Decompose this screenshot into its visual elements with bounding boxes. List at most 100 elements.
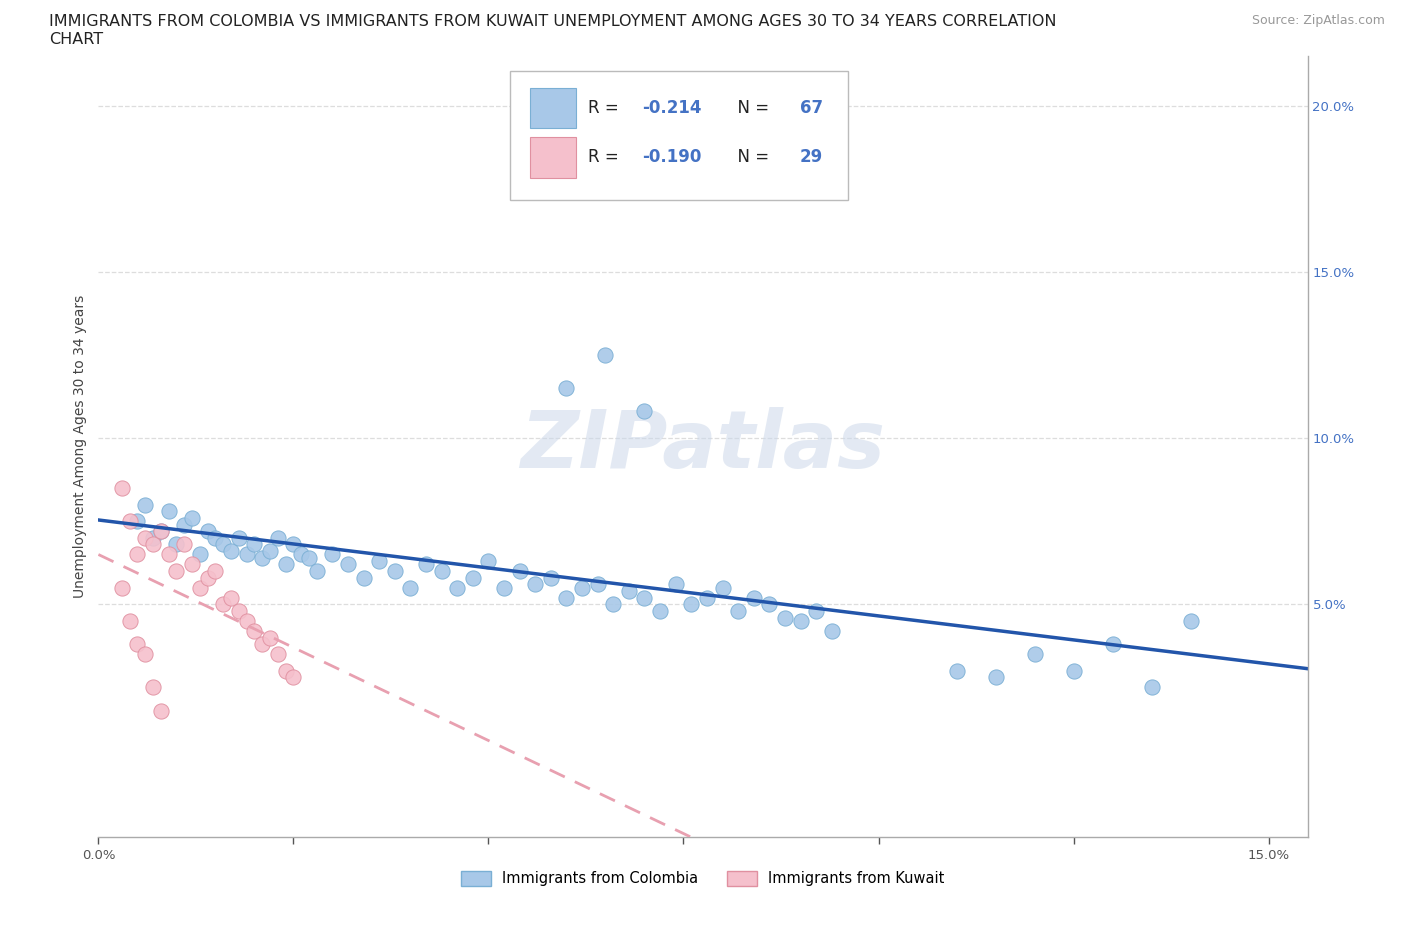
Point — [1024, 646, 1046, 661]
Point — [197, 524, 219, 538]
Point — [142, 680, 165, 695]
Point — [235, 614, 257, 629]
Point — [446, 580, 468, 595]
Point — [235, 547, 257, 562]
Point — [197, 570, 219, 585]
Point — [212, 537, 235, 551]
Point — [173, 517, 195, 532]
Point — [368, 553, 391, 568]
Point — [711, 580, 734, 595]
Text: R =: R = — [588, 100, 624, 117]
Point — [127, 513, 149, 528]
Point — [945, 663, 967, 678]
Point — [789, 614, 811, 629]
Point — [259, 631, 281, 645]
Point — [283, 670, 305, 684]
Point — [252, 551, 274, 565]
Point — [274, 557, 297, 572]
Point — [1101, 637, 1123, 652]
Point — [181, 511, 204, 525]
Point — [149, 524, 172, 538]
Text: R =: R = — [588, 149, 624, 166]
Y-axis label: Unemployment Among Ages 30 to 34 years: Unemployment Among Ages 30 to 34 years — [73, 295, 87, 598]
Point — [665, 577, 688, 591]
Point — [305, 564, 328, 578]
FancyBboxPatch shape — [509, 72, 848, 200]
Point — [617, 583, 640, 598]
Point — [509, 564, 531, 578]
Point — [219, 591, 242, 605]
Point — [212, 597, 235, 612]
Point — [127, 637, 149, 652]
FancyBboxPatch shape — [530, 137, 576, 178]
Point — [540, 570, 562, 585]
Point — [259, 544, 281, 559]
Point — [555, 591, 578, 605]
Point — [274, 663, 297, 678]
Point — [173, 537, 195, 551]
Point — [181, 557, 204, 572]
Point — [633, 591, 655, 605]
Text: 67: 67 — [800, 100, 823, 117]
Point — [283, 537, 305, 551]
Point — [337, 557, 360, 572]
Point — [243, 623, 266, 638]
Point — [188, 580, 211, 595]
Point — [157, 547, 180, 562]
Point — [742, 591, 765, 605]
Text: ZIPatlas: ZIPatlas — [520, 407, 886, 485]
Point — [727, 604, 749, 618]
Point — [165, 564, 187, 578]
Point — [353, 570, 375, 585]
Text: CHART: CHART — [49, 32, 103, 46]
Point — [461, 570, 484, 585]
Text: -0.190: -0.190 — [643, 149, 702, 166]
Point — [1140, 680, 1163, 695]
Point — [571, 580, 593, 595]
Point — [321, 547, 343, 562]
Point — [165, 537, 187, 551]
Point — [267, 646, 290, 661]
Point — [477, 553, 499, 568]
FancyBboxPatch shape — [530, 87, 576, 128]
Text: 29: 29 — [800, 149, 823, 166]
Point — [804, 604, 827, 618]
Point — [219, 544, 242, 559]
Point — [696, 591, 718, 605]
Point — [118, 513, 141, 528]
Point — [134, 646, 156, 661]
Text: N =: N = — [727, 100, 775, 117]
Point — [111, 481, 134, 496]
Point — [228, 604, 250, 618]
Point — [758, 597, 780, 612]
Point — [111, 580, 134, 595]
Point — [252, 637, 274, 652]
Point — [1180, 614, 1202, 629]
Point — [494, 580, 516, 595]
Point — [267, 530, 290, 545]
Point — [681, 597, 703, 612]
Legend: Immigrants from Colombia, Immigrants from Kuwait: Immigrants from Colombia, Immigrants fro… — [456, 865, 950, 892]
Point — [290, 547, 312, 562]
Point — [149, 703, 172, 718]
Point — [127, 547, 149, 562]
Text: -0.214: -0.214 — [643, 100, 702, 117]
Point — [384, 564, 406, 578]
Point — [524, 577, 547, 591]
Point — [228, 530, 250, 545]
Point — [415, 557, 437, 572]
Text: IMMIGRANTS FROM COLOMBIA VS IMMIGRANTS FROM KUWAIT UNEMPLOYMENT AMONG AGES 30 TO: IMMIGRANTS FROM COLOMBIA VS IMMIGRANTS F… — [49, 14, 1057, 29]
Point — [204, 564, 226, 578]
Point — [204, 530, 226, 545]
Point — [118, 614, 141, 629]
Point — [821, 623, 844, 638]
Point — [157, 504, 180, 519]
Point — [595, 348, 617, 363]
Point — [602, 597, 624, 612]
Point — [142, 530, 165, 545]
Point — [243, 537, 266, 551]
Point — [1063, 663, 1085, 678]
Text: Source: ZipAtlas.com: Source: ZipAtlas.com — [1251, 14, 1385, 27]
Point — [773, 610, 796, 625]
Point — [142, 537, 165, 551]
